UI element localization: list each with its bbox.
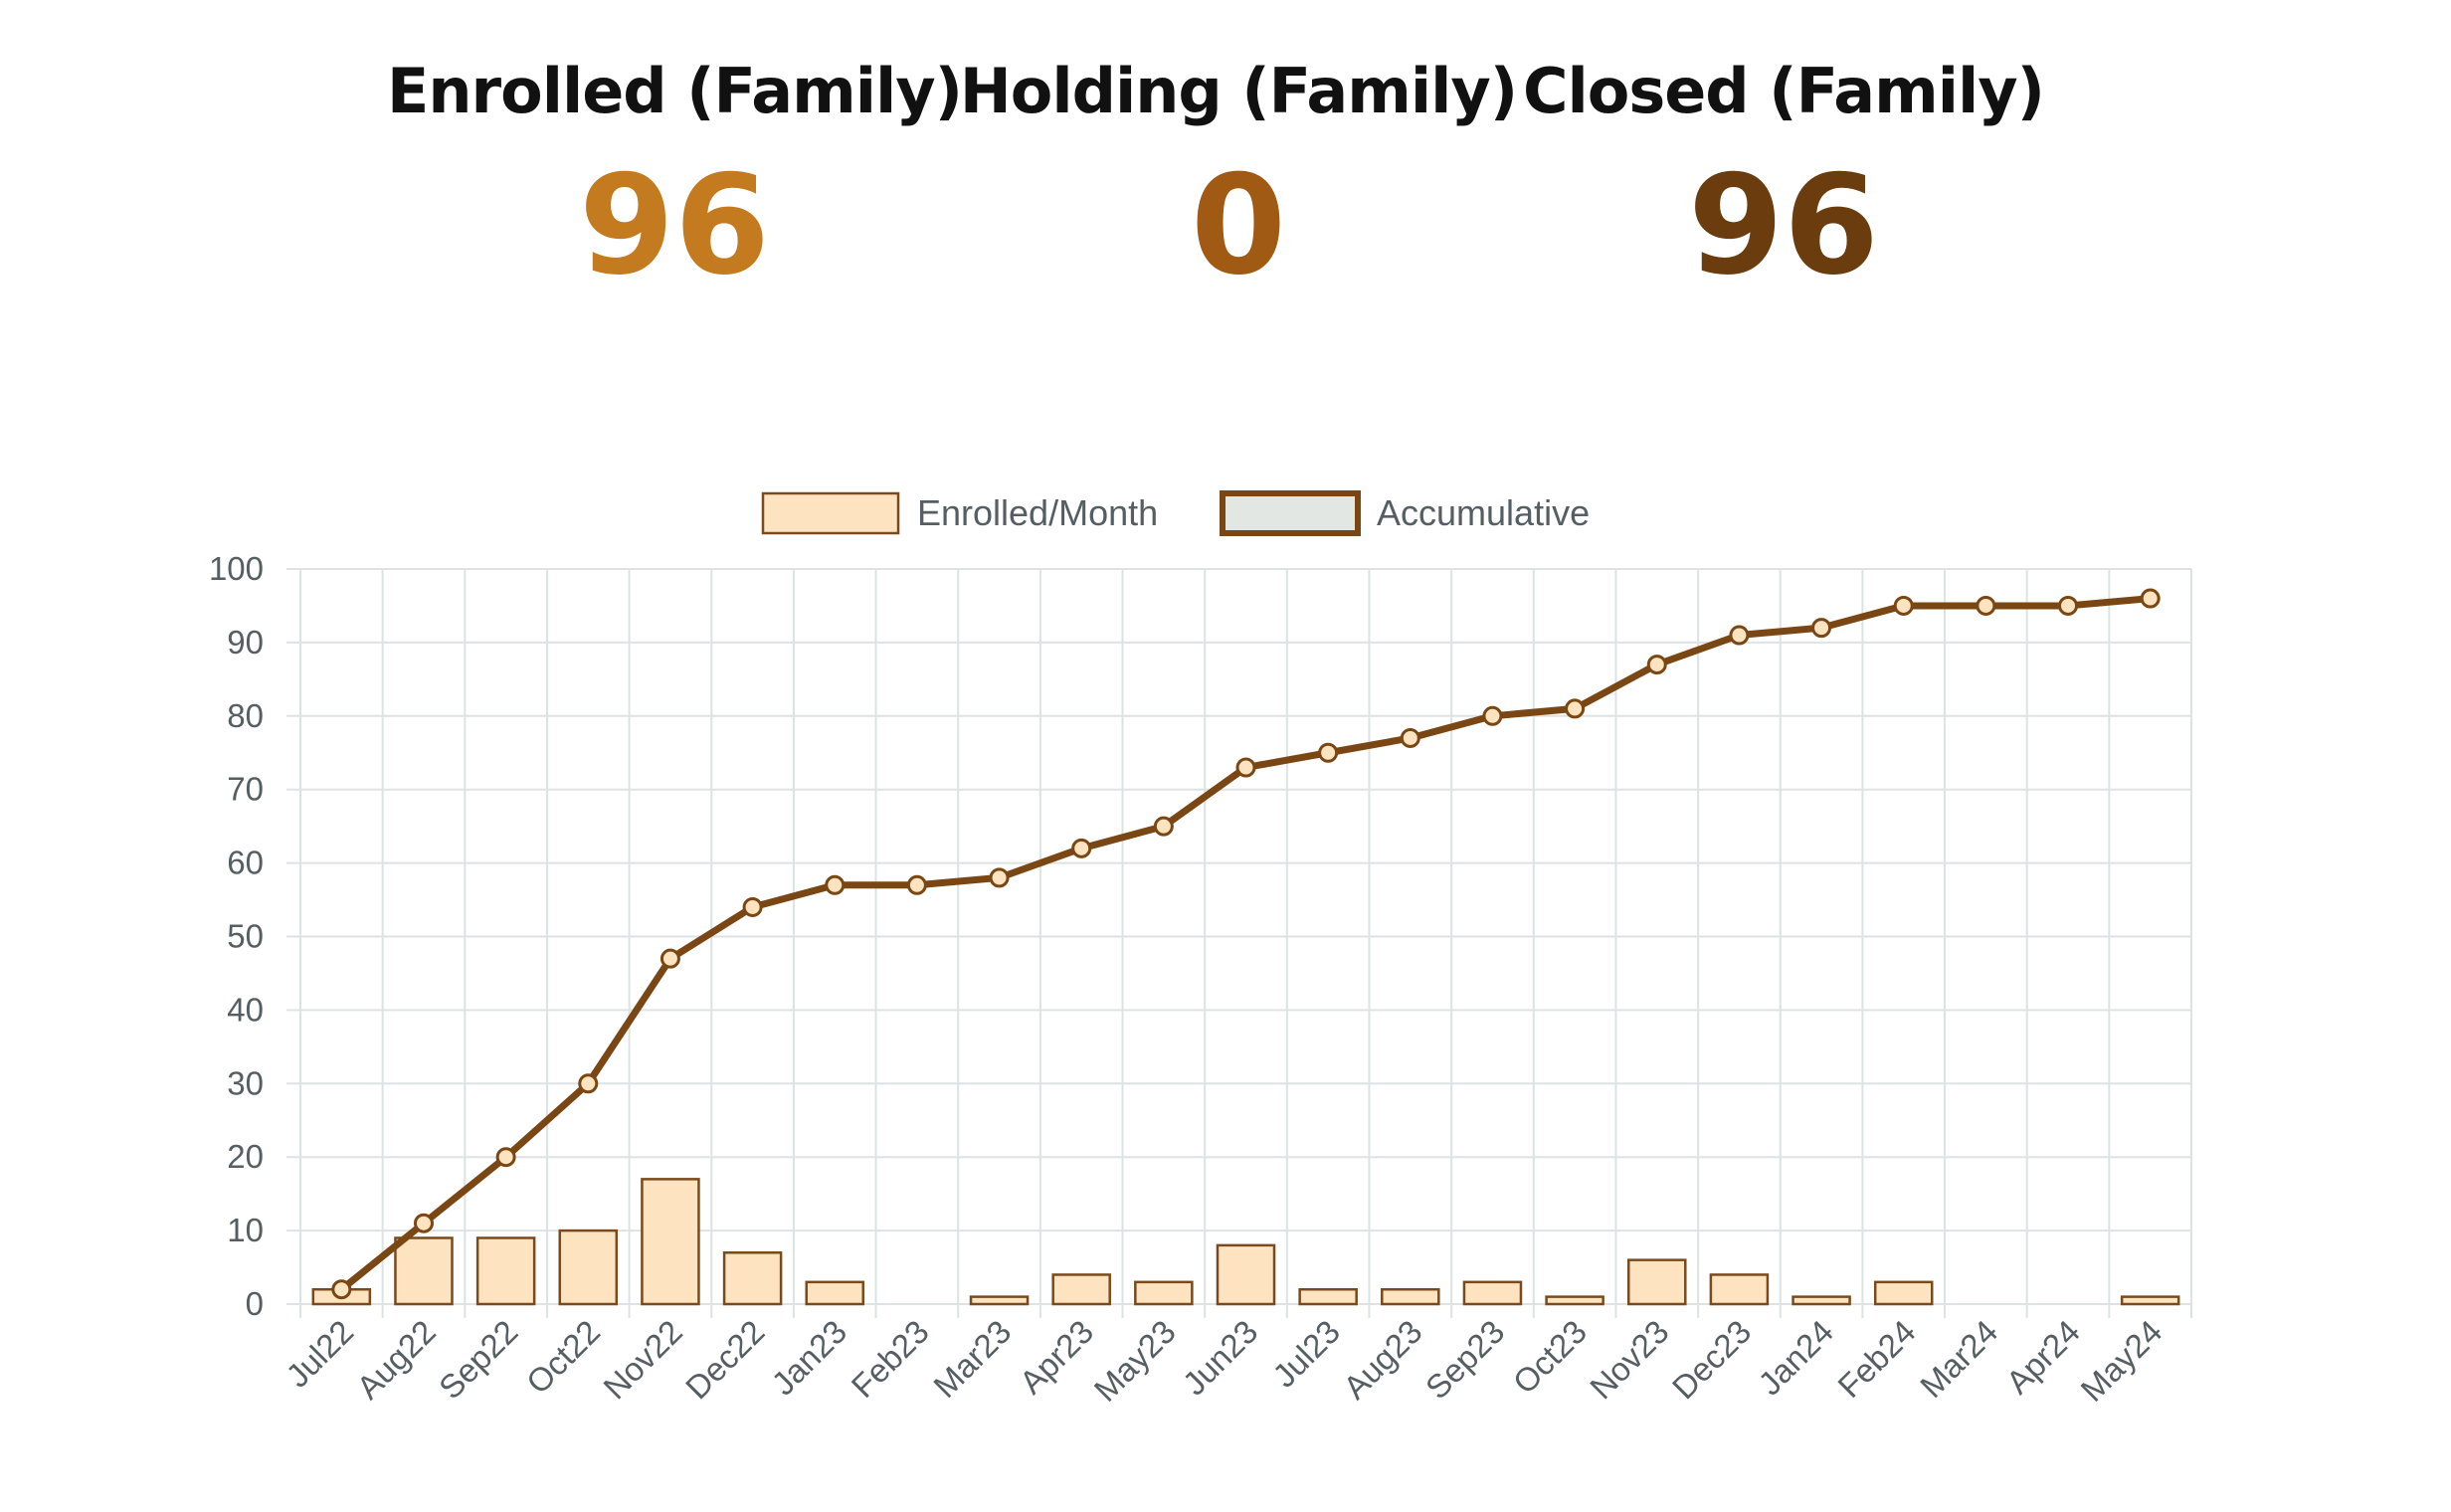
x-tick-label: Oct22 xyxy=(519,1313,607,1401)
point-Aug22 xyxy=(413,1213,434,1233)
legend-swatch-enrolled-month xyxy=(761,491,900,535)
point-Jan24 xyxy=(1811,618,1832,639)
point-Nov23 xyxy=(1646,655,1667,675)
y-tick-label: 50 xyxy=(227,918,264,955)
point-May24 xyxy=(2140,588,2161,609)
accumulative-line xyxy=(337,595,2155,1293)
x-tick-label: Sep23 xyxy=(1418,1313,1512,1407)
x-tick-label: Jun23 xyxy=(1176,1313,1265,1403)
y-tick-label: 30 xyxy=(227,1064,264,1101)
point-Oct23 xyxy=(1565,698,1586,719)
bar-May24 xyxy=(2120,1295,2180,1306)
point-Apr23 xyxy=(1071,838,1092,858)
point-Mar24 xyxy=(1976,595,1996,616)
x-tick-label: Sep22 xyxy=(432,1313,525,1407)
bar-Mar23 xyxy=(969,1295,1030,1306)
point-Jun23 xyxy=(1235,757,1256,778)
x-tick-label: May23 xyxy=(1087,1313,1183,1409)
x-tick-label: Dec22 xyxy=(678,1313,772,1407)
y-tick-label: 80 xyxy=(227,697,264,734)
stat-enrolled: Enrolled (Family) 96 xyxy=(376,55,973,294)
x-tick-label: Mar23 xyxy=(926,1313,1018,1405)
point-Dec23 xyxy=(1729,625,1750,646)
x-tick-label: Jul22 xyxy=(279,1313,360,1395)
point-Feb24 xyxy=(1893,595,1914,616)
y-tick-label: 70 xyxy=(227,771,264,808)
x-tick-label: Jan24 xyxy=(1751,1313,1840,1403)
y-tick-label: 0 xyxy=(246,1285,264,1322)
y-tick-label: 100 xyxy=(209,550,264,587)
line-series-accumulative xyxy=(331,588,2161,1300)
bar-Sep23 xyxy=(1462,1280,1523,1306)
chart-grid xyxy=(286,568,2192,1318)
x-axis-ticks: Jul22Aug22Sep22Oct22Nov22Dec22Jan23Feb23… xyxy=(279,1313,2168,1409)
point-Jan23 xyxy=(825,874,846,895)
point-Jul22 xyxy=(331,1279,352,1300)
x-tick-label: Feb23 xyxy=(845,1313,936,1405)
bar-Jan24 xyxy=(1791,1295,1851,1306)
legend-swatch-accumulative xyxy=(1220,490,1361,536)
x-tick-label: Nov22 xyxy=(596,1313,689,1407)
bar-Feb24 xyxy=(1873,1280,1934,1306)
point-Apr24 xyxy=(2058,595,2079,616)
x-tick-label: Jan23 xyxy=(764,1313,853,1403)
stat-enrolled-value: 96 xyxy=(578,145,771,305)
stat-holding-label: Holding (Family) xyxy=(959,55,1518,127)
legend-label-accumulative: Accumulative xyxy=(1377,492,1590,533)
y-tick-label: 60 xyxy=(227,845,264,881)
point-Nov22 xyxy=(660,948,680,969)
summary-stats: Enrolled (Family) 96 Holding (Family) 0 … xyxy=(0,55,2451,313)
bar-Dec23 xyxy=(1709,1273,1770,1306)
x-tick-label: Dec23 xyxy=(1665,1313,1759,1407)
stat-holding-value: 0 xyxy=(1190,145,1287,305)
x-tick-label: Apr24 xyxy=(1999,1313,2087,1401)
bar-Aug22 xyxy=(394,1236,454,1306)
x-tick-label: Apr23 xyxy=(1013,1313,1100,1401)
x-tick-label: Feb24 xyxy=(1830,1313,1922,1405)
bar-Nov23 xyxy=(1626,1258,1687,1306)
bar-Jun23 xyxy=(1216,1243,1276,1306)
y-tick-label: 20 xyxy=(227,1138,264,1175)
bar-Apr23 xyxy=(1051,1273,1111,1306)
y-axis-ticks: 0 10 20 30 40 50 60 70 80 90 100 xyxy=(209,550,264,1322)
point-Mar23 xyxy=(989,867,1010,888)
point-Sep23 xyxy=(1482,705,1503,726)
bar-Sep22 xyxy=(475,1236,536,1306)
stat-closed-label: Closed (Family) xyxy=(1522,55,2045,127)
y-tick-label: 90 xyxy=(227,624,264,661)
bar-series-enrolled-month xyxy=(311,1178,2180,1306)
point-Oct22 xyxy=(578,1073,599,1094)
bar-Aug23 xyxy=(1381,1287,1440,1306)
stat-closed: Closed (Family) 96 xyxy=(1485,55,2082,294)
stat-holding: Holding (Family) 0 xyxy=(940,55,1537,294)
stat-enrolled-label: Enrolled (Family) xyxy=(387,55,963,127)
point-Dec22 xyxy=(742,896,763,917)
x-tick-label: Jul23 xyxy=(1265,1313,1347,1395)
chart-legend: Enrolled/Month Accumulative xyxy=(761,490,1590,536)
x-tick-label: Mar24 xyxy=(1913,1313,2004,1405)
bar-Nov22 xyxy=(641,1178,700,1306)
x-tick-label: Aug23 xyxy=(1336,1313,1429,1407)
bar-Jul23 xyxy=(1298,1287,1358,1306)
bar-Jan23 xyxy=(805,1280,865,1306)
x-tick-label: Oct23 xyxy=(1506,1313,1594,1401)
x-tick-label: Aug22 xyxy=(349,1313,443,1407)
bar-May23 xyxy=(1134,1280,1194,1306)
bar-Oct23 xyxy=(1545,1295,1604,1306)
y-tick-label: 10 xyxy=(227,1212,264,1248)
point-Jul23 xyxy=(1318,742,1339,763)
point-Sep22 xyxy=(495,1147,516,1168)
legend-label-enrolled-month: Enrolled/Month xyxy=(917,492,1158,533)
bar-Oct22 xyxy=(558,1228,619,1306)
bar-Dec22 xyxy=(722,1251,783,1306)
point-May23 xyxy=(1153,816,1174,837)
point-Aug23 xyxy=(1400,727,1420,748)
stat-closed-value: 96 xyxy=(1687,145,1880,305)
y-tick-label: 40 xyxy=(227,991,264,1028)
x-tick-label: May24 xyxy=(2073,1313,2168,1409)
point-Feb23 xyxy=(906,874,927,895)
x-tick-label: Nov23 xyxy=(1583,1313,1676,1407)
